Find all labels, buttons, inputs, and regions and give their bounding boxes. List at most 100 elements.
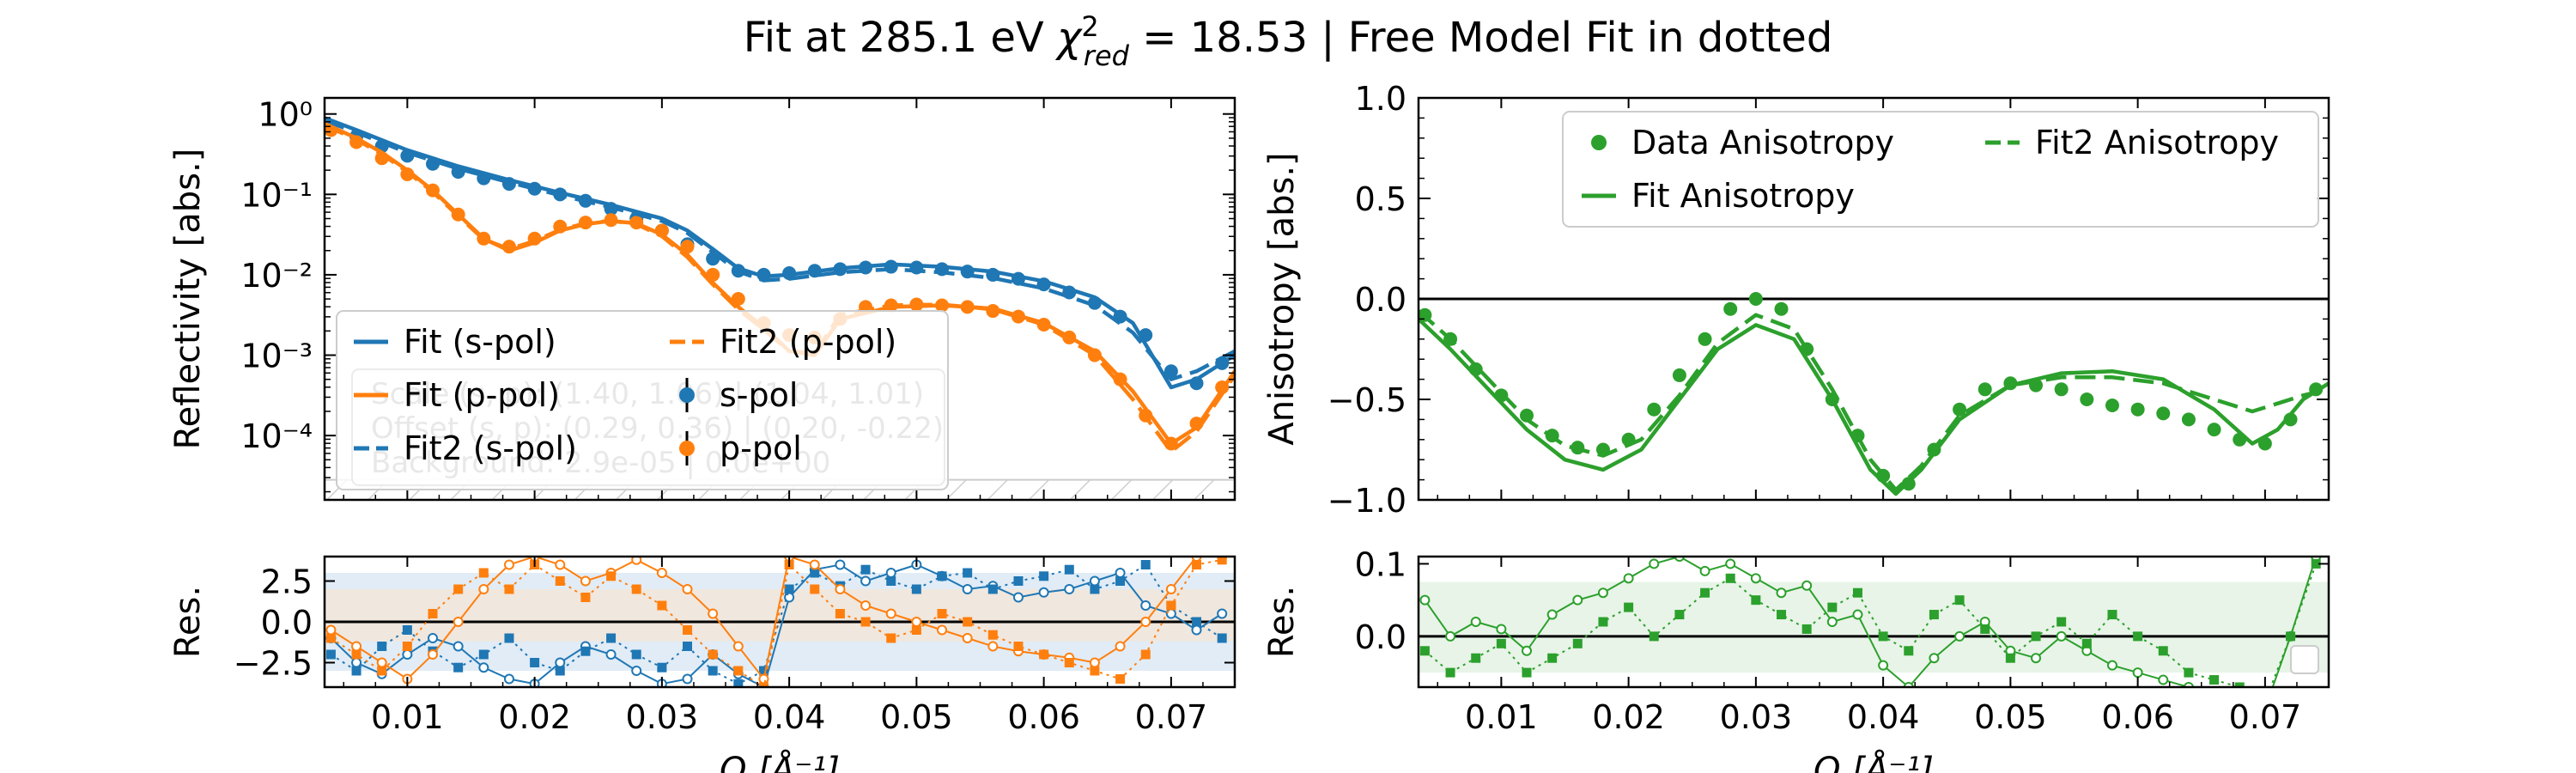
residual-square bbox=[733, 666, 744, 676]
residual-point bbox=[2235, 690, 2244, 698]
residual-point bbox=[1445, 630, 1456, 642]
residual-square bbox=[987, 630, 998, 640]
residual-point bbox=[1929, 653, 1940, 664]
data-point bbox=[1978, 382, 1992, 397]
residual-square bbox=[810, 584, 820, 594]
residual-square bbox=[1725, 573, 1735, 583]
residual-square bbox=[555, 576, 565, 586]
data-point bbox=[2207, 423, 2221, 437]
residual-square bbox=[2081, 638, 2092, 648]
residual-point bbox=[1597, 587, 1608, 599]
residual-square bbox=[351, 666, 361, 676]
residual-square bbox=[1013, 642, 1024, 651]
x-axis-label: Q [Å⁻¹] bbox=[1814, 749, 1934, 773]
residual-point bbox=[605, 649, 617, 660]
title-chi-sup: 2 bbox=[1081, 10, 1098, 43]
residual-square bbox=[1547, 653, 1558, 663]
residual-point bbox=[708, 608, 719, 619]
y-tick-label: 10⁻² bbox=[240, 257, 313, 295]
legend-label: Fit (p-pol) bbox=[404, 376, 560, 414]
residual-square bbox=[810, 568, 820, 578]
x-tick-label: 0.06 bbox=[1007, 698, 1080, 736]
residual-square bbox=[402, 625, 412, 635]
y-tick-label: −1.0 bbox=[1327, 482, 1406, 520]
residual-square bbox=[2005, 653, 2015, 663]
anisotropy-panel: 1.0 0.5 0.0 −0.5 −1.0 Anisotropy [abs.] Data A… bbox=[1262, 80, 2330, 520]
residual-square bbox=[733, 679, 744, 687]
residual-square bbox=[2107, 610, 2117, 620]
residual-point bbox=[351, 641, 362, 652]
y-tick-label: 0.1 bbox=[1355, 545, 1406, 583]
residual-point bbox=[656, 568, 667, 578]
data-point bbox=[1698, 332, 1712, 346]
residual-square bbox=[453, 662, 464, 673]
tolerance-band bbox=[1419, 581, 2329, 673]
y-tick-label: 0.5 bbox=[1355, 180, 1406, 218]
data-point bbox=[1520, 408, 1534, 423]
y-tick-label: 10⁻³ bbox=[240, 338, 313, 375]
residual-point bbox=[2031, 653, 2042, 664]
residual-square bbox=[1572, 638, 1583, 648]
residual-point bbox=[1191, 624, 1202, 636]
y-axis-label: Reflectivity [abs.] bbox=[168, 149, 208, 450]
residual-square bbox=[1166, 600, 1176, 611]
series-fit-anisotropy bbox=[1419, 317, 2329, 496]
residual-square bbox=[631, 584, 641, 594]
residual-point bbox=[1496, 624, 1507, 635]
residual-square bbox=[911, 625, 921, 635]
x-tick-label: 0.06 bbox=[2101, 698, 2174, 736]
legend-label: Fit (s-pol) bbox=[404, 323, 556, 361]
legend-label: Fit2 (s-pol) bbox=[404, 429, 577, 467]
residual-point bbox=[453, 641, 464, 652]
legend-point-marker bbox=[1591, 135, 1607, 150]
y-tick-label: 10⁻¹ bbox=[240, 176, 313, 214]
series-fit2-anisotropy bbox=[1419, 309, 2329, 492]
residual-square bbox=[2057, 617, 2067, 627]
residual-point bbox=[555, 559, 566, 570]
residual-point bbox=[1852, 609, 1863, 620]
legend-label: Data Anisotropy bbox=[1631, 124, 1894, 161]
residual-square bbox=[1140, 649, 1151, 660]
residual-point bbox=[1801, 580, 1813, 591]
y-tick-label: 0.0 bbox=[1355, 618, 1406, 656]
residual-point bbox=[351, 657, 362, 668]
reflectivity-frame bbox=[323, 96, 1236, 502]
residual-point bbox=[2158, 674, 2169, 685]
title-chi: χ bbox=[1054, 14, 1083, 62]
residual-square bbox=[606, 633, 617, 643]
residual-square bbox=[1115, 674, 1126, 684]
residual-square bbox=[1192, 560, 1202, 569]
y-tick-label: −2.5 bbox=[234, 645, 313, 683]
residual-square bbox=[1954, 595, 1965, 606]
series-anisotropy-residual-fit- bbox=[1419, 557, 2322, 698]
residual-point bbox=[2210, 690, 2219, 698]
residual-square bbox=[2133, 631, 2143, 642]
residual-square bbox=[1115, 576, 1126, 586]
residual-square bbox=[1090, 584, 1100, 594]
series-line bbox=[1419, 309, 2329, 492]
residual-square bbox=[1013, 576, 1024, 586]
reflectivity-residuals-panel: 2.50.0−2.5 0.01 0.02 0.03 0.04 0.05 0.06 0.07 Re… bbox=[168, 555, 1236, 773]
residual-square bbox=[758, 666, 769, 676]
residual-point bbox=[1750, 573, 1761, 584]
anisotropy-frame bbox=[1417, 96, 2330, 502]
residual-square bbox=[504, 633, 514, 643]
residual-square bbox=[2184, 667, 2194, 678]
data-point bbox=[1953, 402, 1967, 417]
y-tick-label: 0.0 bbox=[1355, 281, 1406, 319]
title-chi-sub: red bbox=[1084, 40, 1130, 72]
residual-square bbox=[963, 617, 973, 627]
y-axis-label: Anisotropy [abs.] bbox=[1262, 152, 1302, 445]
x-tick-label: 0.04 bbox=[753, 698, 826, 736]
residual-square bbox=[580, 593, 591, 602]
legend-label: Fit2 Anisotropy bbox=[2035, 124, 2279, 161]
residual-point bbox=[1140, 617, 1151, 627]
residual-point bbox=[860, 600, 872, 611]
residual-square bbox=[657, 600, 667, 611]
y-tick-label: 10⁰ bbox=[258, 96, 313, 134]
residual-square bbox=[530, 658, 540, 667]
data-point bbox=[2156, 406, 2171, 421]
y-tick-label: −0.5 bbox=[1327, 381, 1406, 419]
